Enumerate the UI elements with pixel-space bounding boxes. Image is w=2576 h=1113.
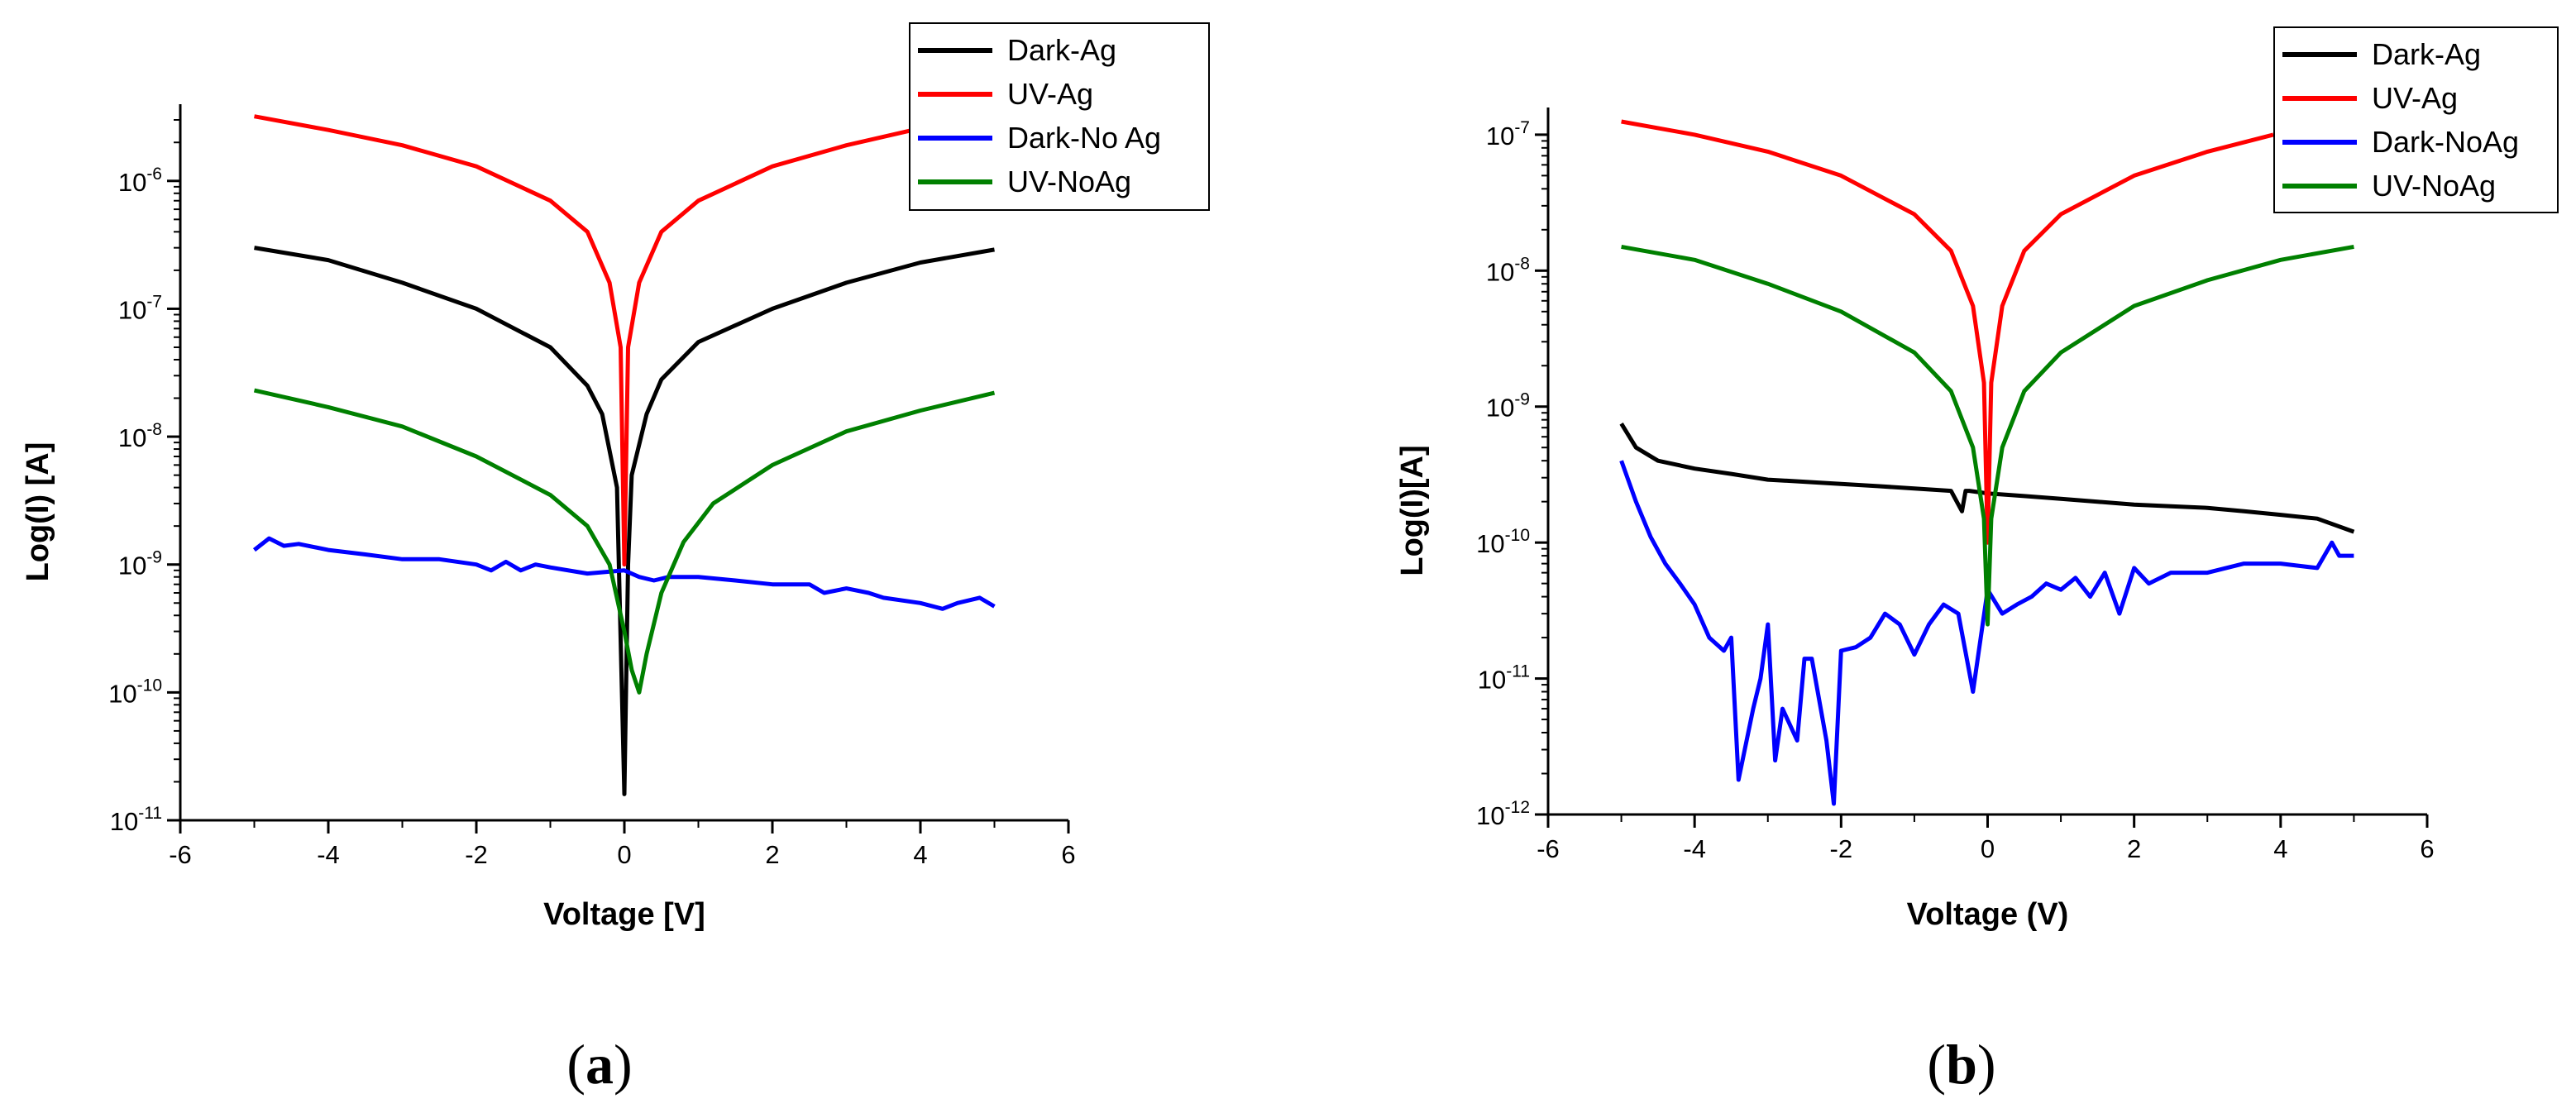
legend-box [909,22,1210,211]
series-line-dark-noag [1619,460,2354,806]
x-tick-label: 4 [2273,834,2287,863]
y-tick-exponent: -7 [1514,118,1530,137]
x-tick-label: -2 [1830,834,1853,863]
y-tick-label: 10-8 [1486,254,1530,286]
x-tick-label: -4 [317,840,340,869]
panel-label: (a) [566,1033,632,1096]
y-tick-base: 10 [1486,394,1514,423]
y-tick-label: 10-12 [1476,798,1530,830]
x-axis-title: Voltage (V) [1907,897,2069,932]
y-tick-label: 10-9 [118,548,162,580]
y-tick-label: 10-11 [1478,662,1530,695]
y-tick-exponent: -6 [146,165,162,184]
chart-panel-b: -6 -4 -2 0 2 4 610-1210-1110-1010-910-810-7Vol… [1395,26,2559,1096]
y-tick-base: 10 [1486,257,1514,286]
panel-paren: ( [1927,1033,1946,1096]
y-axis-title: Log(I)[A] [1395,445,1430,576]
x-tick-label: -4 [1683,834,1706,863]
x-tick-label: 2 [765,840,779,869]
panel-paren: ( [566,1033,585,1096]
y-tick-label: 10-7 [118,292,162,324]
series-line-uv-noag [1621,244,2354,627]
legend-entry: UV-Ag [1007,77,1093,111]
y-tick-exponent: -9 [1514,390,1530,409]
y-tick-exponent: -11 [138,804,162,823]
y-tick-label: 10-9 [1486,390,1530,423]
y-tick-base: 10 [118,423,146,452]
y-tick-base: 10 [118,552,146,580]
y-axis-title: Log(I) [A] [21,442,55,582]
chart-panel-a: -6 -4 -2 0 2 4 610-1110-1010-910-810-710-6Volt… [21,22,1210,1096]
y-tick-label: 10-8 [118,420,162,452]
y-tick-exponent: -10 [1505,526,1530,545]
y-tick-label: 10-6 [118,165,162,197]
y-tick-base: 10 [1476,801,1504,830]
legend-entry: UV-NoAg [2372,169,2496,203]
legend-entry: Dark-Ag [1007,33,1116,67]
x-tick-label: 6 [2420,834,2434,863]
legend-entry: Dark-Ag [2372,37,2481,71]
series-line-dark-no-ag [252,536,996,611]
series-line-uv-ag [254,114,914,567]
legend: Dark-Ag UV-Ag Dark-NoAg UV-NoAg [2273,26,2559,213]
panel-paren: ) [1977,1033,1996,1096]
y-tick-exponent: -8 [1514,254,1530,273]
panel-letter: a [585,1033,614,1096]
legend-box [2273,26,2559,213]
y-tick-base: 10 [110,807,138,836]
x-tick-label: 0 [1981,834,1995,863]
y-tick-exponent: -7 [146,292,162,311]
y-tick-base: 10 [108,679,136,708]
y-tick-label: 10-10 [1476,526,1530,558]
series-line-dark-ag [1619,422,2355,534]
panel-paren: ) [614,1033,633,1096]
legend-entry: UV-NoAg [1007,165,1131,198]
y-tick-exponent: -10 [137,676,162,695]
x-tick-label: -6 [1537,834,1560,863]
series-line-dark-ag [254,246,995,796]
panel-letter: b [1946,1033,1977,1096]
y-tick-label: 10-7 [1486,118,1530,150]
y-tick-exponent: -11 [1506,662,1530,681]
x-tick-label: -6 [169,840,192,869]
y-tick-base: 10 [1476,529,1504,558]
x-tick-label: 6 [1061,840,1075,869]
legend-entry: UV-Ag [2372,81,2458,115]
legend-entry: Dark-No Ag [1007,121,1161,155]
y-tick-base: 10 [118,295,146,324]
y-tick-exponent: -9 [146,548,162,567]
x-tick-label: 0 [617,840,631,869]
x-axis-title: Voltage [V] [543,897,705,932]
y-tick-base: 10 [1486,122,1514,150]
x-tick-label: 2 [2127,834,2141,863]
y-tick-exponent: -8 [146,420,162,439]
legend: Dark-Ag UV-Ag Dark-No Ag UV-NoAg [909,22,1210,211]
x-tick-label: 4 [913,840,927,869]
panel-label: (b) [1927,1033,1995,1096]
y-tick-label: 10-10 [108,676,162,708]
y-tick-base: 10 [118,168,146,197]
series-line-uv-noag [253,388,996,695]
y-tick-exponent: -12 [1505,798,1530,817]
y-tick-label: 10-11 [110,804,162,836]
y-tick-base: 10 [1478,666,1506,695]
x-tick-label: -2 [465,840,488,869]
series-line-uv-ag [1621,119,2274,545]
legend-entry: Dark-NoAg [2372,125,2519,159]
